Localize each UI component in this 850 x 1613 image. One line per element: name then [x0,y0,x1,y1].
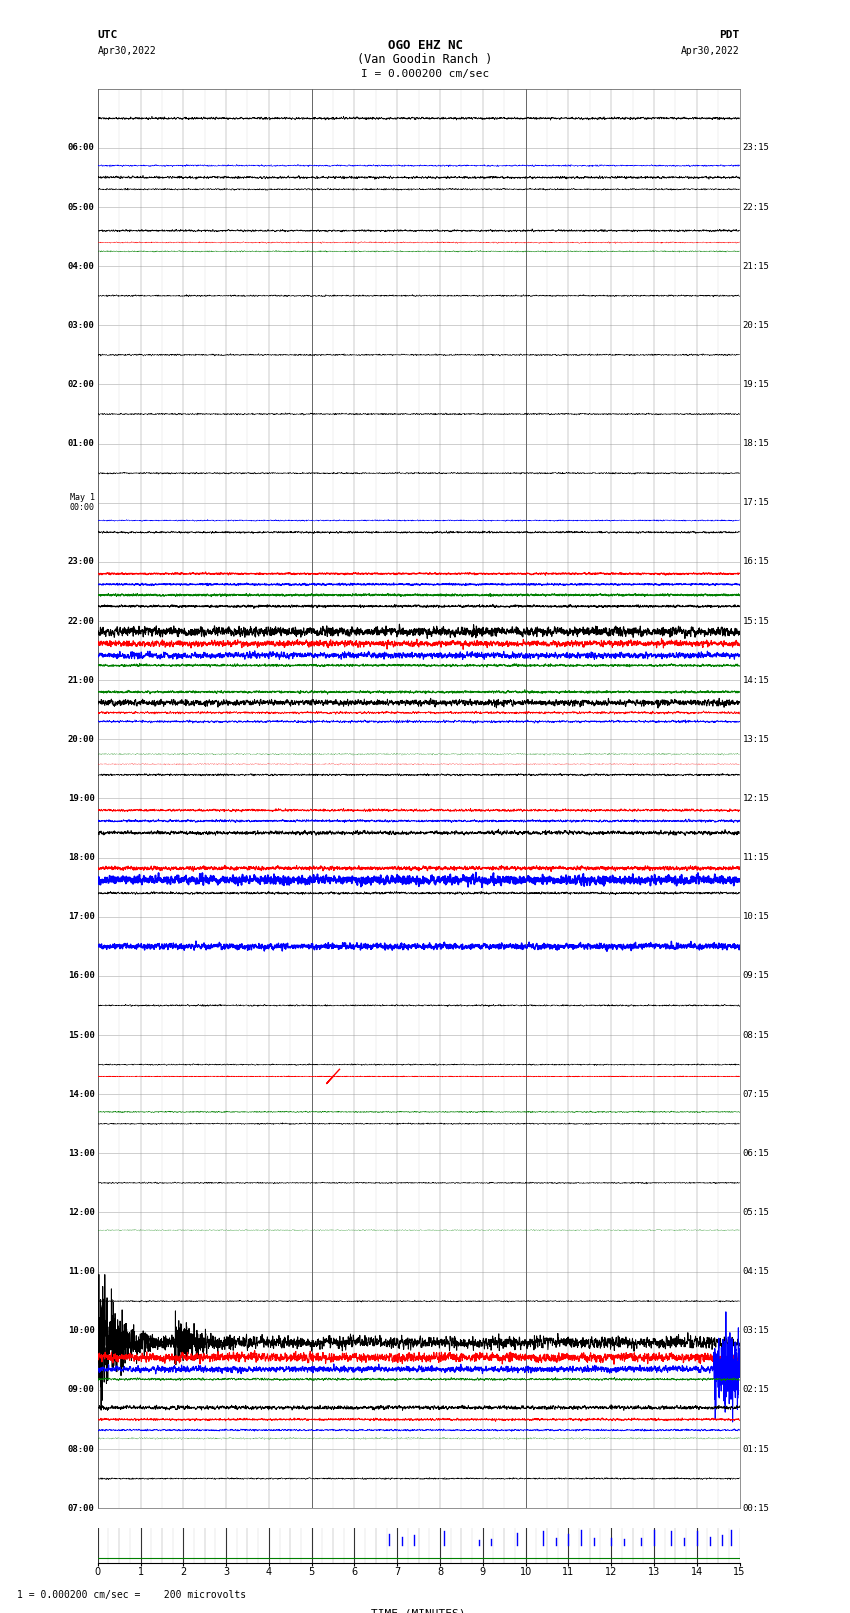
Text: 02:15: 02:15 [743,1386,769,1394]
Text: 02:00: 02:00 [68,381,94,389]
Text: 15:15: 15:15 [743,616,769,626]
Text: 21:00: 21:00 [68,676,94,684]
Text: May 1: May 1 [70,494,94,502]
Text: 22:00: 22:00 [68,616,94,626]
Text: 22:15: 22:15 [743,203,769,211]
Text: 04:15: 04:15 [743,1268,769,1276]
Text: 10:00: 10:00 [68,1326,94,1336]
Text: 23:00: 23:00 [68,558,94,566]
Text: 15:00: 15:00 [68,1031,94,1039]
Text: 09:00: 09:00 [68,1386,94,1394]
Text: 03:00: 03:00 [68,321,94,329]
Text: 18:15: 18:15 [743,439,769,448]
Text: 14:00: 14:00 [68,1090,94,1098]
Text: 21:15: 21:15 [743,261,769,271]
Text: 17:00: 17:00 [68,913,94,921]
Text: 19:00: 19:00 [68,794,94,803]
Text: 11:00: 11:00 [68,1268,94,1276]
Text: 12:00: 12:00 [68,1208,94,1216]
Text: 05:00: 05:00 [68,203,94,211]
Text: 03:15: 03:15 [743,1326,769,1336]
Text: 20:15: 20:15 [743,321,769,329]
Text: 13:15: 13:15 [743,736,769,744]
Text: (Van Goodin Ranch ): (Van Goodin Ranch ) [357,53,493,66]
Text: UTC: UTC [98,31,118,40]
Text: 16:15: 16:15 [743,558,769,566]
Text: 18:00: 18:00 [68,853,94,861]
Text: 20:00: 20:00 [68,736,94,744]
Text: OGO EHZ NC: OGO EHZ NC [388,39,462,52]
Text: Apr30,2022: Apr30,2022 [681,47,740,56]
Text: 08:00: 08:00 [68,1445,94,1453]
Text: Apr30,2022: Apr30,2022 [98,47,156,56]
Text: 05:15: 05:15 [743,1208,769,1216]
Text: 01:15: 01:15 [743,1445,769,1453]
Text: 23:15: 23:15 [743,144,769,152]
Text: 14:15: 14:15 [743,676,769,684]
Text: 1 = 0.000200 cm/sec =    200 microvolts: 1 = 0.000200 cm/sec = 200 microvolts [17,1590,246,1600]
Text: 13:00: 13:00 [68,1148,94,1158]
Text: 00:00: 00:00 [70,503,94,511]
Text: 08:15: 08:15 [743,1031,769,1039]
Text: I = 0.000200 cm/sec: I = 0.000200 cm/sec [361,69,489,79]
Text: 19:15: 19:15 [743,381,769,389]
Text: 17:15: 17:15 [743,498,769,506]
Text: 09:15: 09:15 [743,971,769,981]
Text: TIME (MINUTES): TIME (MINUTES) [371,1608,466,1613]
Text: 10:15: 10:15 [743,913,769,921]
Text: 07:00: 07:00 [68,1503,94,1513]
Text: 07:15: 07:15 [743,1090,769,1098]
Text: 06:15: 06:15 [743,1148,769,1158]
Text: 11:15: 11:15 [743,853,769,861]
Text: PDT: PDT [719,31,740,40]
Text: 04:00: 04:00 [68,261,94,271]
Text: 06:00: 06:00 [68,144,94,152]
Text: 00:15: 00:15 [743,1503,769,1513]
Text: 12:15: 12:15 [743,794,769,803]
Text: 16:00: 16:00 [68,971,94,981]
Text: 01:00: 01:00 [68,439,94,448]
